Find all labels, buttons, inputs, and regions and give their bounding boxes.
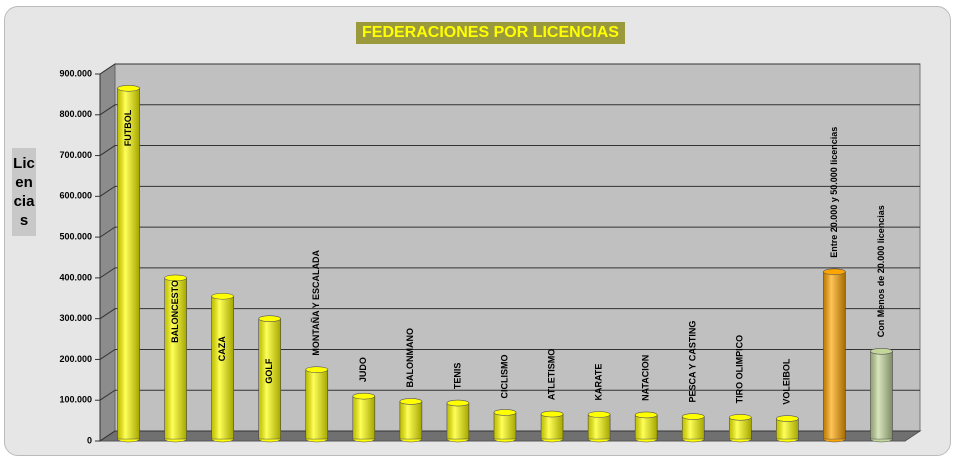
bar-shade (494, 412, 516, 439)
bar-cap (305, 366, 329, 373)
bar-shade (305, 369, 328, 439)
bar-cap (211, 292, 234, 300)
bar-cap (540, 410, 564, 418)
y-tick-label: 600.000 (59, 191, 92, 201)
bar-cap (728, 414, 752, 421)
bar-cap (399, 398, 423, 405)
bar-cap (117, 84, 140, 92)
grid-line (99, 308, 920, 320)
bar-cap (258, 315, 282, 322)
bar-shade (541, 414, 564, 439)
category-label: JUDO (358, 357, 368, 382)
grid-line (99, 226, 920, 238)
bar-shade (211, 296, 234, 439)
category-label: KARATE (593, 364, 603, 401)
y-tick-label: 500.000 (59, 231, 92, 241)
bar-cap (493, 409, 517, 416)
category-label: NATACION (641, 355, 651, 401)
y-tick-label: 0 (87, 435, 92, 445)
category-label: CAZA (217, 336, 227, 361)
bar-cap (352, 392, 376, 400)
bar-cap (870, 347, 893, 355)
y-tick-label: 900.000 (59, 68, 92, 78)
chart-title: FEDERACIONES POR LICENCIAS (356, 22, 625, 44)
category-label: TENIS (452, 363, 462, 390)
y-tick-label: 700.000 (59, 150, 92, 160)
bar-shade (776, 418, 799, 439)
category-label: FUTBOL (123, 109, 133, 146)
back-wall (114, 63, 921, 432)
category-label: MONTAÑA Y ESCALADA (311, 249, 321, 355)
grid-line (99, 267, 920, 279)
bar-shade (399, 401, 422, 439)
bar-shade (258, 318, 281, 439)
bar-cap (587, 411, 611, 418)
y-tick-label: 200.000 (59, 354, 92, 364)
bar-cap (681, 413, 705, 420)
bar-shade (682, 416, 705, 439)
bar-shade (117, 88, 140, 440)
grid-line (99, 348, 920, 360)
bar-cap (446, 399, 470, 407)
bar-shade (446, 403, 469, 439)
category-label: ATLETISMO (546, 349, 556, 400)
y-tick-label: 800.000 (59, 109, 92, 119)
category-label: Entre 20.000 y 50.000 licencias (829, 127, 839, 258)
category-label: Con Menos de 20.000 licencias (876, 205, 886, 337)
bar-shade (635, 414, 658, 439)
category-label: CICLISMO (499, 354, 509, 398)
category-label: PESCA Y CASTING (688, 321, 698, 403)
bar-cap (634, 411, 658, 419)
bar-shade (588, 414, 611, 439)
grid-line (99, 389, 920, 401)
grid-line (99, 145, 920, 156)
grid-line (99, 63, 920, 75)
bar-shade (352, 396, 375, 439)
category-label: BALONCESTO (170, 280, 180, 343)
bar-shade (870, 351, 893, 439)
y-axis-label: Licencias (12, 148, 36, 236)
y-tick-label: 300.000 (59, 313, 92, 323)
bar-cap (164, 274, 187, 282)
category-label: BALONMANO (405, 328, 415, 388)
category-label: GOLF (264, 358, 274, 383)
bar-shade (164, 277, 187, 439)
category-label: VOLEIBOL (782, 358, 792, 405)
grid-line (99, 104, 920, 116)
bar-cap (776, 415, 799, 422)
category-label: TIRO OLIMPICO (735, 335, 745, 404)
bar-cap (823, 268, 846, 276)
bar-shade (823, 271, 846, 439)
grid-line (99, 185, 920, 197)
y-tick-label: 100.000 (59, 395, 92, 405)
bar-shade (729, 417, 752, 439)
y-tick-label: 400.000 (59, 272, 92, 282)
side-wall (99, 63, 116, 442)
